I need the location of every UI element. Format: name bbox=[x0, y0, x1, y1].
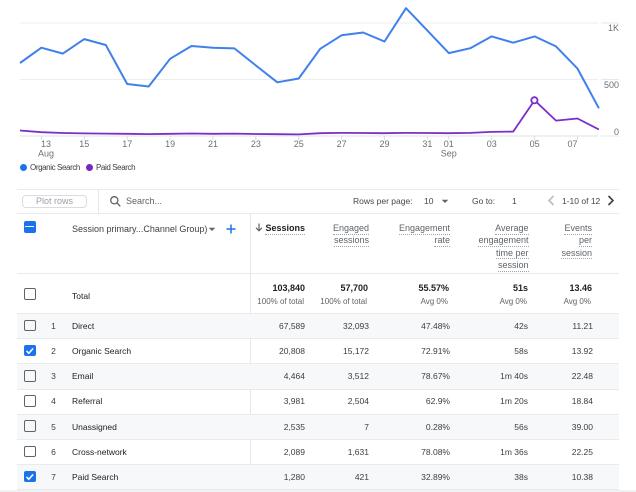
svg-text:21: 21 bbox=[208, 139, 218, 149]
svg-text:13: 13 bbox=[41, 139, 51, 149]
svg-text:Sep: Sep bbox=[441, 149, 457, 159]
svg-text:23: 23 bbox=[251, 139, 261, 149]
svg-text:0: 0 bbox=[614, 127, 619, 137]
svg-text:Aug: Aug bbox=[38, 149, 54, 159]
svg-text:500: 500 bbox=[604, 80, 619, 90]
svg-text:29: 29 bbox=[379, 139, 389, 149]
svg-text:05: 05 bbox=[530, 139, 540, 149]
svg-text:15: 15 bbox=[79, 139, 89, 149]
svg-text:19: 19 bbox=[165, 139, 175, 149]
svg-text:17: 17 bbox=[122, 139, 132, 149]
svg-text:25: 25 bbox=[294, 139, 304, 149]
svg-text:03: 03 bbox=[487, 139, 497, 149]
svg-text:07: 07 bbox=[567, 139, 577, 149]
svg-text:01: 01 bbox=[444, 139, 454, 149]
svg-text:1K: 1K bbox=[608, 23, 619, 33]
svg-text:27: 27 bbox=[337, 139, 347, 149]
svg-text:31: 31 bbox=[422, 139, 432, 149]
